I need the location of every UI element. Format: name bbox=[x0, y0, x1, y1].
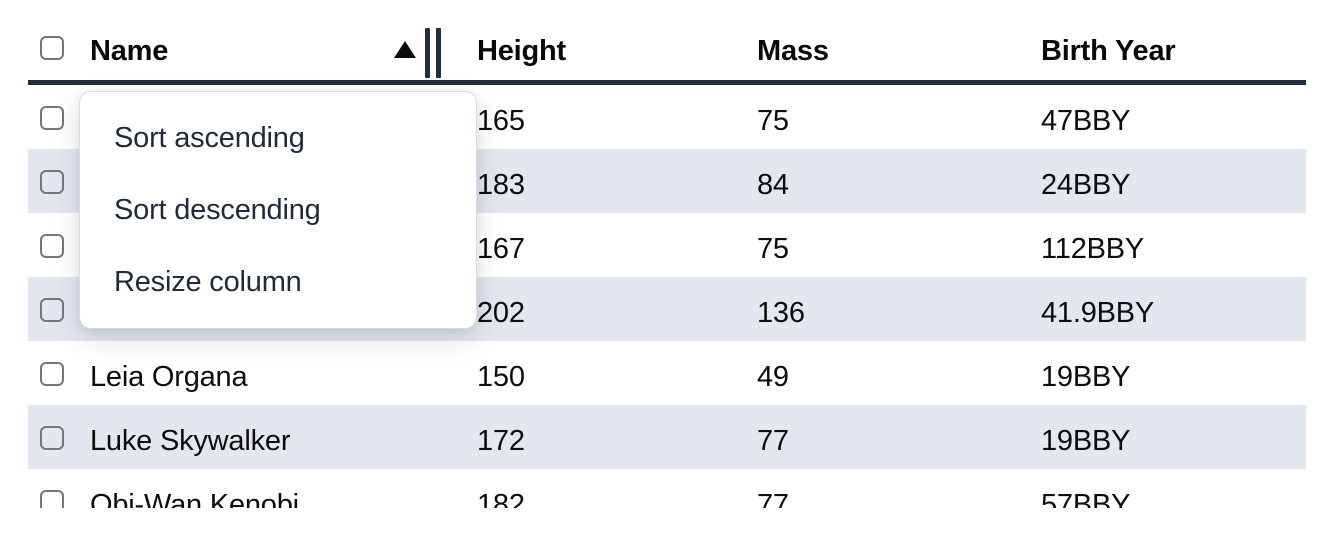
cell-birth-year: 19BBY bbox=[1041, 360, 1131, 393]
column-header-height[interactable]: Height bbox=[465, 0, 745, 85]
row-checkbox[interactable] bbox=[40, 489, 64, 508]
table-row: Leia Organa 150 49 19BBY bbox=[28, 341, 1306, 405]
column-context-menu: Sort ascending Sort descending Resize co… bbox=[79, 91, 477, 329]
select-cell bbox=[28, 405, 78, 469]
column-header-name-label: Name bbox=[90, 34, 169, 67]
row-checkbox[interactable] bbox=[40, 297, 64, 322]
menu-item-sort-descending[interactable]: Sort descending bbox=[114, 193, 321, 226]
sort-ascending-icon bbox=[394, 41, 416, 58]
cell-mass: 77 bbox=[757, 488, 789, 509]
column-header-birth-year-label: Birth Year bbox=[1041, 34, 1176, 67]
column-header-mass-label: Mass bbox=[757, 34, 829, 67]
cell-birth-year: 112BBY bbox=[1041, 232, 1145, 265]
cell-height: 202 bbox=[477, 296, 525, 329]
cell-mass: 75 bbox=[757, 104, 789, 137]
select-all-checkbox[interactable] bbox=[40, 35, 64, 60]
cell-birth-year: 47BBY bbox=[1041, 104, 1131, 137]
cell-birth-year: 57BBY bbox=[1041, 488, 1131, 509]
select-cell bbox=[28, 83, 78, 150]
cell-height: 172 bbox=[477, 424, 525, 457]
cell-height: 165 bbox=[477, 104, 525, 137]
cell-name: Luke Skywalker bbox=[90, 424, 291, 457]
select-cell bbox=[28, 149, 78, 213]
select-all-cell bbox=[28, 0, 78, 85]
cell-mass: 136 bbox=[757, 296, 805, 329]
cell-birth-year: 24BBY bbox=[1041, 168, 1131, 201]
cell-name: Leia Organa bbox=[90, 360, 248, 393]
cell-height: 150 bbox=[477, 360, 525, 393]
column-resize-handle-icon[interactable] bbox=[425, 28, 441, 78]
select-cell bbox=[28, 213, 78, 277]
cell-birth-year: 19BBY bbox=[1041, 424, 1131, 457]
table-row: Luke Skywalker 172 77 19BBY bbox=[28, 405, 1306, 469]
column-header-name[interactable]: Name bbox=[78, 0, 465, 85]
column-header-height-label: Height bbox=[477, 34, 567, 67]
row-checkbox[interactable] bbox=[40, 233, 64, 258]
table-row: Obi-Wan Kenobi 182 77 57BBY bbox=[28, 469, 1306, 508]
select-cell bbox=[28, 341, 78, 405]
cell-mass: 49 bbox=[757, 360, 789, 393]
select-cell bbox=[28, 277, 78, 341]
cell-mass: 84 bbox=[757, 168, 789, 201]
cell-birth-year: 41.9BBY bbox=[1041, 296, 1155, 329]
row-checkbox[interactable] bbox=[40, 105, 64, 130]
characters-table: Name Height Mass Birth Year bbox=[28, 0, 1306, 508]
menu-item-resize-column[interactable]: Resize column bbox=[114, 265, 302, 298]
cell-mass: 77 bbox=[757, 424, 789, 457]
cell-name: Obi-Wan Kenobi bbox=[90, 488, 299, 509]
table-viewport: Name Height Mass Birth Year bbox=[28, 0, 1306, 508]
column-header-mass[interactable]: Mass bbox=[745, 0, 1029, 85]
column-header-birth-year[interactable]: Birth Year bbox=[1029, 0, 1306, 85]
cell-height: 167 bbox=[477, 232, 525, 265]
cell-height: 182 bbox=[477, 488, 525, 509]
cell-height: 183 bbox=[477, 168, 525, 201]
header-row: Name Height Mass Birth Year bbox=[28, 0, 1306, 85]
menu-item-sort-ascending[interactable]: Sort ascending bbox=[114, 121, 305, 154]
select-cell bbox=[28, 469, 78, 508]
row-checkbox[interactable] bbox=[40, 169, 64, 194]
row-checkbox[interactable] bbox=[40, 361, 64, 386]
row-checkbox[interactable] bbox=[40, 425, 64, 450]
cell-mass: 75 bbox=[757, 232, 789, 265]
